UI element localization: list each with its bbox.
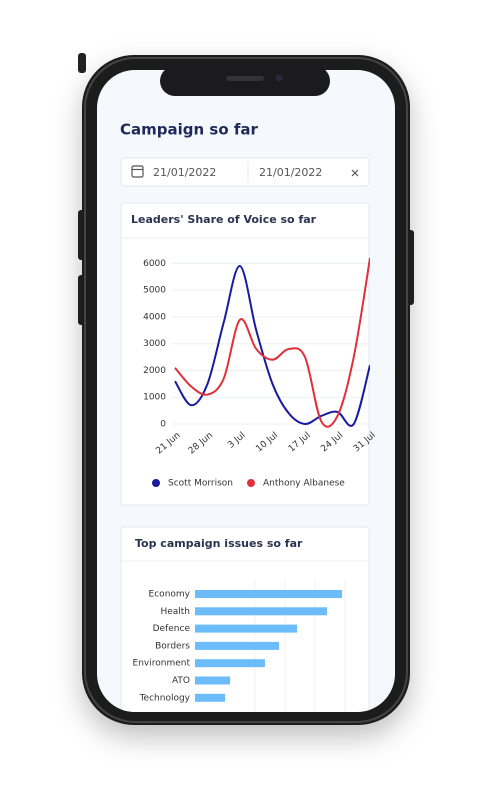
y-tick-label: 0 <box>160 420 166 430</box>
date-to[interactable]: 21/01/2022 <box>259 166 322 179</box>
legend-label: Scott Morrison <box>168 479 233 489</box>
y-tick-label: Borders <box>155 641 190 651</box>
y-tick-label: 2000 <box>143 366 166 376</box>
clear-icon[interactable] <box>351 169 359 177</box>
plot <box>174 257 370 428</box>
line <box>174 257 370 428</box>
y-tick-label: Health <box>160 607 190 617</box>
date-from[interactable]: 21/01/2022 <box>153 166 216 179</box>
speaker <box>226 76 264 81</box>
y-tick-label: ATO <box>172 676 190 686</box>
bar <box>195 641 280 650</box>
bar <box>195 676 231 685</box>
y-tick-label: 3000 <box>143 339 166 349</box>
y-tick-label: 4000 <box>143 312 166 322</box>
y-tick-label: Defence <box>153 624 191 634</box>
side-button <box>78 53 86 73</box>
bar <box>195 590 343 598</box>
page-title: Campaign so far <box>120 121 259 139</box>
bar <box>195 659 265 668</box>
legend-swatch <box>247 479 255 487</box>
screen: Campaign so far 21/01/2022 21/01/2022 Le… <box>97 70 395 712</box>
bar <box>195 607 328 616</box>
calendar-icon <box>131 165 144 178</box>
line <box>174 265 370 427</box>
y-tick-label: 6000 <box>143 259 166 269</box>
card <box>120 202 370 506</box>
camera <box>275 74 283 82</box>
y-tick-label: Environment <box>133 659 191 669</box>
y-tick-label: 1000 <box>143 393 166 403</box>
bar <box>195 693 226 702</box>
y-tick-label: Technology <box>139 693 191 703</box>
card-title: Leaders' Share of Voice so far <box>131 213 317 226</box>
y-tick-label: Economy <box>149 590 191 600</box>
phone-edge <box>84 57 408 723</box>
bar <box>195 624 298 633</box>
card-title: Top campaign issues so far <box>135 537 303 550</box>
legend-label: Anthony Albanese <box>263 479 345 489</box>
date-range[interactable] <box>120 157 370 187</box>
legend-swatch <box>152 479 160 487</box>
y-tick-label: 5000 <box>143 286 166 296</box>
